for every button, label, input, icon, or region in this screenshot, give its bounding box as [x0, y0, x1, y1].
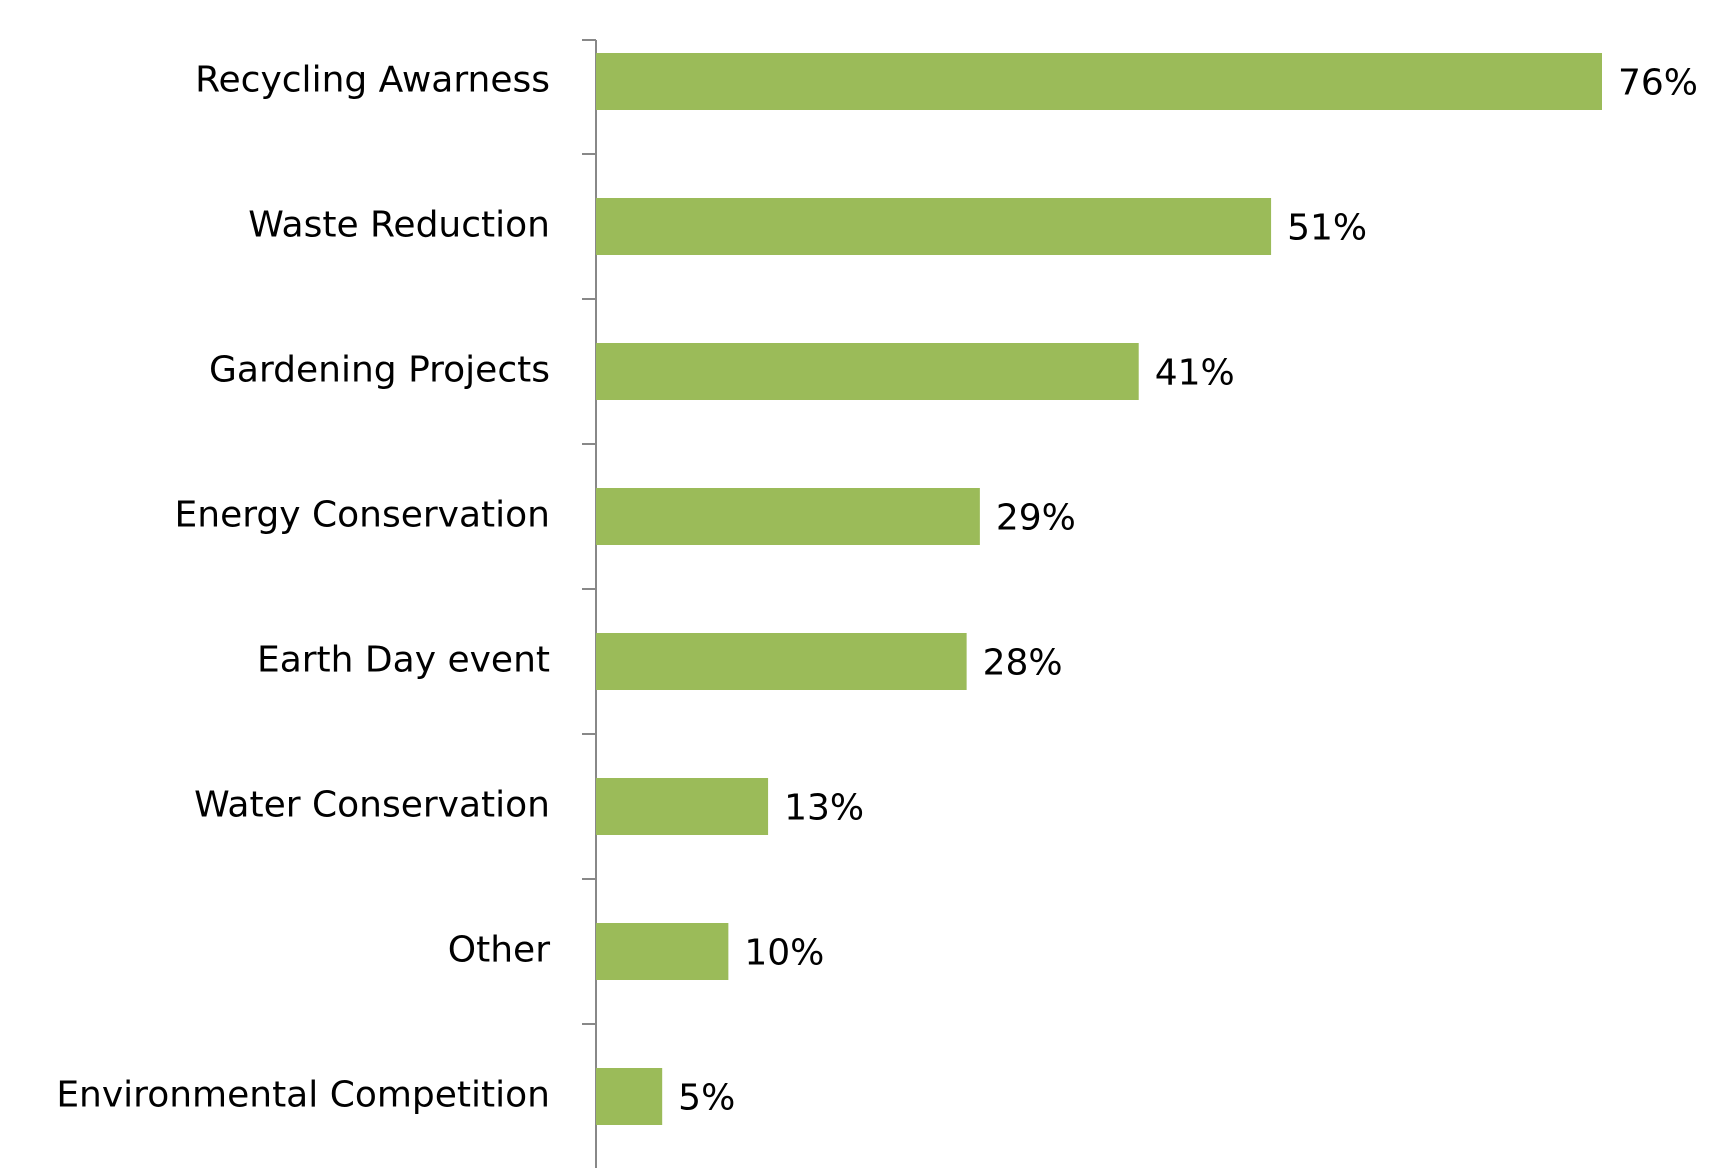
y-tick-label: Environmental Competition	[56, 1075, 550, 1116]
bar	[596, 633, 967, 690]
y-tick-label: Energy Conservation	[175, 495, 551, 536]
bar	[596, 488, 980, 545]
y-tick-label: Water Conservation	[194, 785, 550, 826]
bar	[596, 778, 769, 835]
y-tick-label: Gardening Projects	[209, 350, 550, 391]
data-label: 29%	[996, 498, 1076, 539]
y-tick-label: Earth Day event	[257, 640, 550, 681]
data-label: 10%	[744, 933, 824, 974]
bar	[596, 343, 1139, 400]
data-label: 76%	[1618, 63, 1698, 104]
bar	[596, 53, 1602, 110]
data-label: 28%	[983, 643, 1063, 684]
data-label: 41%	[1155, 353, 1235, 394]
y-tick-label: Recycling Awarness	[195, 60, 550, 101]
y-tick-label: Waste Reduction	[248, 205, 550, 246]
data-label: 51%	[1287, 208, 1367, 249]
bar	[596, 923, 729, 980]
data-label: 13%	[784, 788, 864, 829]
y-tick-label: Other	[448, 930, 550, 971]
bar	[596, 198, 1272, 255]
data-label: 5%	[678, 1078, 735, 1119]
bar	[596, 1068, 663, 1125]
